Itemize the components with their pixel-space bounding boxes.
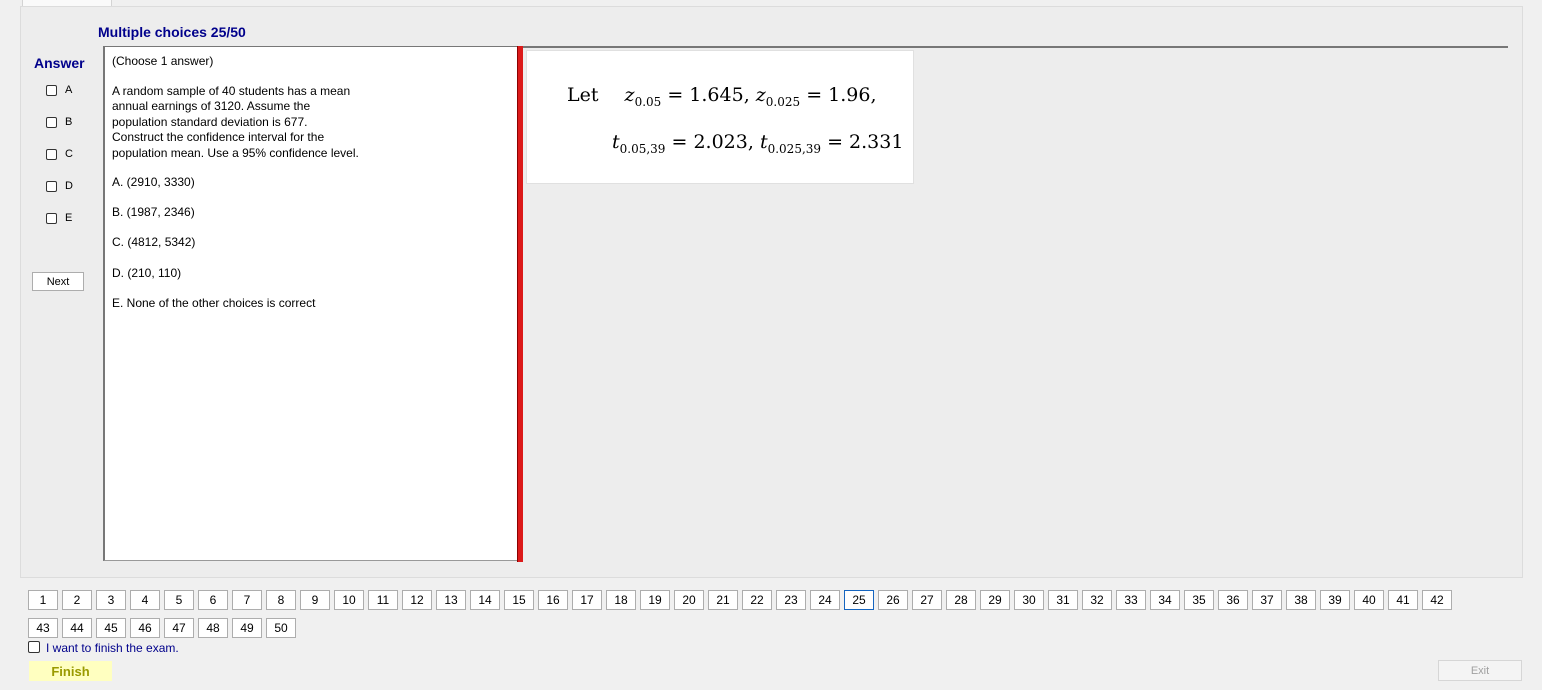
page-button-17[interactable]: 17 [572, 590, 602, 610]
page-button-14[interactable]: 14 [470, 590, 500, 610]
option-letter: E [65, 212, 73, 224]
page-button-4[interactable]: 4 [130, 590, 160, 610]
page-button-44[interactable]: 44 [62, 618, 92, 638]
choice-c: C. (4812, 5342) [112, 235, 196, 249]
page-button-36[interactable]: 36 [1218, 590, 1248, 610]
checkbox[interactable] [46, 212, 57, 224]
page-button-27[interactable]: 27 [912, 590, 942, 610]
page-button-19[interactable]: 19 [640, 590, 670, 610]
finish-exam-label[interactable]: I want to finish the exam. [46, 641, 179, 655]
page-button-2[interactable]: 2 [62, 590, 92, 610]
answer-label: Answer [34, 55, 85, 71]
choice-d: D. (210, 110) [112, 266, 182, 280]
answer-option-b[interactable]: B [46, 115, 72, 129]
page-button-8[interactable]: 8 [266, 590, 296, 610]
option-letter: C [65, 148, 73, 160]
page-button-50[interactable]: 50 [266, 618, 296, 638]
page-button-11[interactable]: 11 [368, 590, 398, 610]
question-line: population standard deviation is 677. [112, 114, 308, 129]
page-button-40[interactable]: 40 [1354, 590, 1384, 610]
page-button-21[interactable]: 21 [708, 590, 738, 610]
page-button-18[interactable]: 18 [606, 590, 636, 610]
option-letter: D [65, 180, 73, 192]
formula-z2-val: 1.96 [828, 84, 871, 106]
page-button-43[interactable]: 43 [28, 618, 58, 638]
page-button-22[interactable]: 22 [742, 590, 772, 610]
answer-option-c[interactable]: C [46, 147, 73, 161]
question-line: annual earnings of 3120. Assume the [112, 99, 311, 114]
page-button-1[interactable]: 1 [28, 590, 58, 610]
page-button-30[interactable]: 30 [1014, 590, 1044, 610]
page-button-3[interactable]: 3 [96, 590, 126, 610]
answer-option-e[interactable]: E [46, 211, 72, 225]
formula-line-1: Let z0.05 = 1.645, z0.025 = 1.96, [567, 84, 877, 109]
page-button-28[interactable]: 28 [946, 590, 976, 610]
page-button-33[interactable]: 33 [1116, 590, 1146, 610]
page-button-23[interactable]: 23 [776, 590, 806, 610]
page-button-48[interactable]: 48 [198, 618, 228, 638]
page-button-26[interactable]: 26 [878, 590, 908, 610]
page-button-49[interactable]: 49 [232, 618, 262, 638]
checkbox[interactable] [46, 180, 57, 192]
formula-t2-val: 2.331 [849, 131, 904, 153]
formula-let: Let [567, 84, 599, 106]
choice-b: B. (1987, 2346) [112, 205, 195, 219]
page-button-31[interactable]: 31 [1048, 590, 1078, 610]
option-letter: B [65, 116, 73, 128]
page-title: Multiple choices 25/50 [98, 24, 246, 40]
page-button-45[interactable]: 45 [96, 618, 126, 638]
finish-exam-checkbox[interactable] [28, 641, 40, 653]
page-button-29[interactable]: 29 [980, 590, 1010, 610]
question-box: (Choose 1 answer) A random sample of 40 … [103, 46, 517, 561]
question-body: A random sample of 40 students has a mea… [112, 84, 382, 161]
exit-button[interactable]: Exit [1438, 660, 1522, 681]
page-button-24[interactable]: 24 [810, 590, 840, 610]
splitter-bar[interactable] [517, 46, 523, 562]
page-button-20[interactable]: 20 [674, 590, 704, 610]
page-button-46[interactable]: 46 [130, 618, 160, 638]
page-button-15[interactable]: 15 [504, 590, 534, 610]
formula-area [523, 46, 1508, 562]
checkbox[interactable] [46, 84, 57, 96]
page-button-41[interactable]: 41 [1388, 590, 1418, 610]
question-line: A random sample of 40 students has a mea… [112, 84, 351, 98]
page-button-25[interactable]: 25 [844, 590, 874, 610]
formula-z1-sub: 0.05 [634, 94, 662, 109]
page-button-39[interactable]: 39 [1320, 590, 1350, 610]
formula-line-2: t0.05,39 = 2.023, t0.025,39 = 2.331 [612, 131, 904, 156]
choice-a: A. (2910, 3330) [112, 175, 195, 189]
page-button-10[interactable]: 10 [334, 590, 364, 610]
answer-option-a[interactable]: A [46, 83, 72, 97]
next-button[interactable]: Next [32, 272, 84, 291]
page-button-6[interactable]: 6 [198, 590, 228, 610]
finish-button[interactable]: Finish [29, 661, 112, 681]
formula-z2-sub: 0.025 [765, 94, 801, 109]
formula-t1-val: 2.023 [693, 131, 748, 153]
question-line: population mean. Use a 95% confidence le… [112, 145, 359, 160]
formula-t1-sub: 0.05,39 [619, 141, 666, 156]
option-letter: A [65, 84, 73, 96]
formula-image: Let z0.05 = 1.645, z0.025 = 1.96, t0.05,… [526, 50, 914, 184]
page-button-7[interactable]: 7 [232, 590, 262, 610]
page-button-47[interactable]: 47 [164, 618, 194, 638]
checkbox[interactable] [46, 116, 57, 128]
page-button-12[interactable]: 12 [402, 590, 432, 610]
page-button-38[interactable]: 38 [1286, 590, 1316, 610]
question-line: Construct the confidence interval for th… [112, 130, 325, 145]
question-instruction: (Choose 1 answer) [112, 54, 214, 68]
page-button-35[interactable]: 35 [1184, 590, 1214, 610]
page-button-37[interactable]: 37 [1252, 590, 1282, 610]
formula-t2-sub: 0.025,39 [767, 141, 822, 156]
formula-z1-val: 1.645 [689, 84, 744, 106]
page-button-5[interactable]: 5 [164, 590, 194, 610]
choice-e: E. None of the other choices is correct [112, 296, 316, 310]
page-button-42[interactable]: 42 [1422, 590, 1452, 610]
page-button-13[interactable]: 13 [436, 590, 466, 610]
page-button-32[interactable]: 32 [1082, 590, 1112, 610]
page-button-16[interactable]: 16 [538, 590, 568, 610]
page-button-34[interactable]: 34 [1150, 590, 1180, 610]
checkbox[interactable] [46, 148, 57, 160]
answer-option-d[interactable]: D [46, 179, 73, 193]
page-button-9[interactable]: 9 [300, 590, 330, 610]
